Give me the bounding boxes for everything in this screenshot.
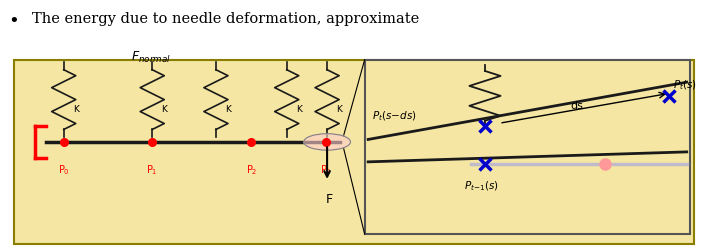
Text: F: F	[326, 193, 333, 206]
Bar	[14, 60, 694, 244]
Text: P$_1$: P$_1$	[147, 163, 158, 177]
Text: K: K	[225, 105, 231, 114]
Text: ds: ds	[571, 101, 583, 111]
Text: $F_{normal}$: $F_{normal}$	[131, 50, 171, 65]
Text: P$_3$: P$_3$	[320, 163, 331, 177]
Text: K: K	[296, 105, 302, 114]
Circle shape	[304, 134, 350, 150]
Text: •: •	[8, 12, 19, 30]
Bar	[365, 60, 690, 234]
Text: P$_0$: P$_0$	[58, 163, 69, 177]
Text: K: K	[73, 105, 79, 114]
Text: P$_2$: P$_2$	[246, 163, 257, 177]
Text: K: K	[161, 105, 167, 114]
Text: K: K	[336, 105, 342, 114]
Text: $P_{t\mathrm{-}1}(s)$: $P_{t\mathrm{-}1}(s)$	[464, 179, 498, 193]
Text: The energy due to needle deformation, approximate: The energy due to needle deformation, ap…	[32, 12, 419, 26]
Text: $P_t(s)$: $P_t(s)$	[673, 78, 697, 92]
Text: $P_t(s\mathrm{-}ds)$: $P_t(s\mathrm{-}ds)$	[372, 110, 416, 123]
